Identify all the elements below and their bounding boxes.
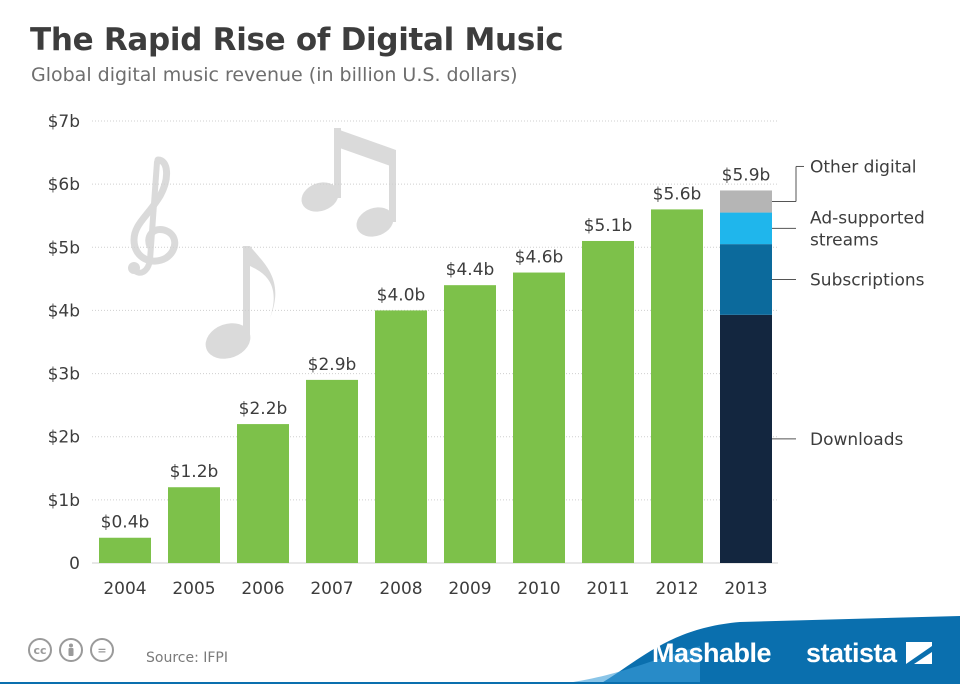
- breakdown-legend: Downloads Subscriptions Ad-supportedstream…: [772, 157, 925, 450]
- value-label: $4.6b: [515, 248, 564, 268]
- value-label: $0.4b: [101, 513, 150, 533]
- y-axis-ticks: 0 $1b $2b $3b $4b $5b $6b $7b: [48, 112, 80, 574]
- legend-label: Ad-supported: [810, 208, 925, 228]
- creative-commons-icon: cc: [28, 638, 52, 662]
- y-tick-label: $3b: [48, 365, 80, 385]
- x-tick-label: 2010: [517, 579, 560, 599]
- beamed-notes-icon: [301, 128, 396, 237]
- y-tick-label: $6b: [48, 175, 80, 195]
- chart-title: The Rapid Rise of Digital Music: [30, 22, 564, 58]
- stack-segment-other-digital: [720, 190, 772, 213]
- value-label: $1.2b: [170, 462, 219, 482]
- bar: [99, 537, 151, 563]
- legend-label: Subscriptions: [810, 270, 925, 290]
- legend-label: Downloads: [810, 430, 904, 450]
- value-label: $2.9b: [308, 355, 357, 375]
- y-tick-label: $7b: [48, 112, 80, 132]
- x-tick-label: 2012: [655, 579, 698, 599]
- bars: [99, 209, 703, 563]
- bar: [444, 285, 496, 563]
- x-tick-label: 2013: [724, 579, 767, 599]
- value-labels: $0.4b $1.2b $2.2b $2.9b $4.0b $4.4b $4.6b $5.1b…: [101, 165, 771, 532]
- music-notes-decoration: [128, 128, 396, 359]
- y-tick-label: $1b: [48, 491, 80, 511]
- legend-label: streams: [810, 230, 879, 250]
- x-tick-label: 2004: [103, 579, 146, 599]
- value-label: $5.6b: [653, 184, 702, 204]
- chart-subtitle: Global digital music revenue (in billion…: [31, 64, 518, 86]
- bar: [375, 310, 427, 563]
- x-tick-label: 2008: [379, 579, 422, 599]
- value-label: $4.0b: [377, 285, 426, 305]
- bar: [651, 209, 703, 563]
- no-derivatives-icon: =: [90, 638, 114, 662]
- bar: [168, 487, 220, 563]
- x-tick-label: 2007: [310, 579, 353, 599]
- treble-clef-icon: [128, 156, 179, 276]
- legend-label: Other digital: [810, 157, 917, 177]
- stacked-bar-2013: [720, 190, 772, 563]
- x-axis-labels: 2004 2005 2006 2007 2008 2009 2010 2011 2012 2013: [103, 579, 767, 599]
- statista-flag-icon: [906, 642, 932, 664]
- value-label: $2.2b: [239, 399, 288, 419]
- stack-segment-subscriptions: [720, 244, 772, 315]
- eighth-note-icon: [205, 246, 276, 359]
- statista-logo[interactable]: statista: [806, 638, 897, 668]
- bar: [306, 379, 358, 563]
- value-label: $5.9b: [722, 165, 771, 185]
- source-note: Source: IFPI: [146, 650, 229, 666]
- bar: [237, 424, 289, 563]
- y-tick-label: 0: [69, 554, 80, 574]
- y-tick-label: $2b: [48, 428, 80, 448]
- x-tick-label: 2009: [448, 579, 491, 599]
- attribution-icon: [59, 638, 83, 662]
- license-icons: cc =: [28, 638, 114, 662]
- mashable-logo[interactable]: Mashable: [652, 638, 772, 668]
- y-tick-label: $5b: [48, 238, 80, 258]
- stack-segment-downloads: [720, 314, 772, 563]
- y-tick-label: $4b: [48, 301, 80, 321]
- x-tick-label: 2006: [241, 579, 284, 599]
- bar: [582, 240, 634, 563]
- x-tick-label: 2011: [586, 579, 629, 599]
- stack-segment-ad-supported-streams: [720, 212, 772, 245]
- value-label: $4.4b: [446, 260, 495, 280]
- bar: [513, 272, 565, 563]
- value-label: $5.1b: [584, 216, 633, 236]
- x-tick-label: 2005: [172, 579, 215, 599]
